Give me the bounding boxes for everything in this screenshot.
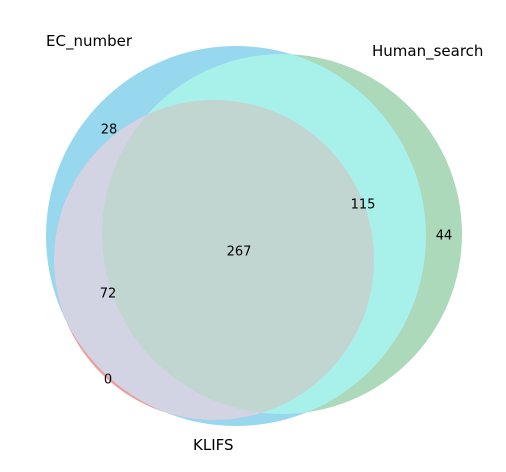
count-human-only: 44 [435, 228, 453, 244]
label-ec-number: EC_number [46, 32, 132, 50]
label-klifs: KLIFS [193, 436, 234, 454]
count-ec-human: 115 [350, 197, 376, 213]
count-all-three: 267 [226, 244, 252, 260]
count-klifs-only: 0 [103, 372, 113, 388]
count-ec-klifs: 72 [99, 286, 117, 302]
count-ec-only: 28 [100, 122, 118, 138]
label-human-search: Human_search [372, 42, 484, 60]
